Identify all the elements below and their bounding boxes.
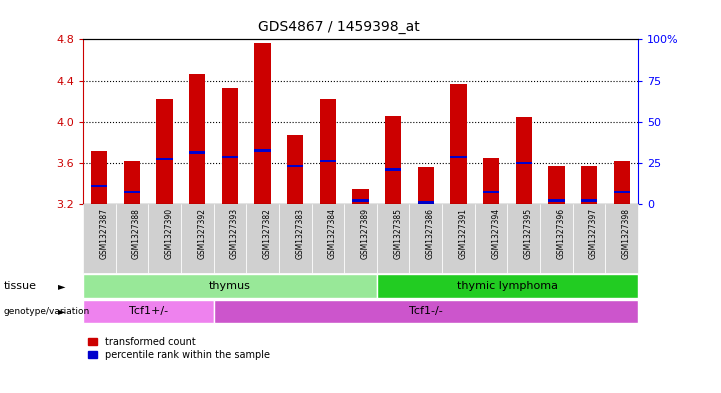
Legend: transformed count, percentile rank within the sample: transformed count, percentile rank withi…	[88, 337, 270, 360]
Bar	[614, 161, 630, 204]
Bar	[222, 88, 238, 204]
Text: thymic lymphoma: thymic lymphoma	[457, 281, 558, 291]
Bar	[255, 43, 270, 204]
FancyBboxPatch shape	[442, 204, 475, 273]
FancyBboxPatch shape	[377, 274, 638, 298]
Bar	[548, 199, 565, 202]
Text: GSM1327384: GSM1327384	[328, 208, 337, 259]
FancyBboxPatch shape	[115, 204, 149, 273]
Bar	[581, 199, 597, 202]
Bar	[483, 191, 500, 193]
FancyBboxPatch shape	[213, 300, 638, 323]
FancyBboxPatch shape	[606, 204, 638, 273]
Text: genotype/variation: genotype/variation	[4, 307, 90, 316]
Text: ►: ►	[58, 307, 65, 316]
Text: GSM1327396: GSM1327396	[557, 208, 565, 259]
Text: GSM1327393: GSM1327393	[230, 208, 239, 259]
Text: thymus: thymus	[209, 281, 251, 291]
FancyBboxPatch shape	[83, 274, 377, 298]
FancyBboxPatch shape	[410, 204, 442, 273]
Bar	[385, 116, 402, 204]
Bar	[516, 162, 532, 164]
Bar	[189, 74, 205, 204]
FancyBboxPatch shape	[279, 204, 311, 273]
FancyBboxPatch shape	[181, 204, 213, 273]
Text: GSM1327383: GSM1327383	[295, 208, 304, 259]
Bar	[91, 151, 107, 204]
Text: GSM1327386: GSM1327386	[426, 208, 435, 259]
Bar	[353, 189, 368, 204]
Text: GDS4867 / 1459398_at: GDS4867 / 1459398_at	[258, 20, 420, 34]
Bar	[255, 149, 270, 152]
FancyBboxPatch shape	[540, 204, 572, 273]
FancyBboxPatch shape	[508, 204, 540, 273]
Text: GSM1327395: GSM1327395	[523, 208, 533, 259]
Text: GSM1327392: GSM1327392	[198, 208, 206, 259]
Bar	[353, 199, 368, 202]
Bar	[417, 201, 434, 204]
Text: Tcf1-/-: Tcf1-/-	[409, 307, 443, 316]
FancyBboxPatch shape	[83, 300, 213, 323]
Bar	[156, 99, 173, 204]
Text: ►: ►	[58, 281, 65, 291]
Text: GSM1327389: GSM1327389	[360, 208, 369, 259]
Bar	[483, 158, 500, 204]
Bar	[581, 166, 597, 204]
FancyBboxPatch shape	[311, 204, 344, 273]
Bar	[451, 84, 466, 204]
Bar	[451, 156, 466, 158]
Text: GSM1327382: GSM1327382	[262, 208, 272, 259]
FancyBboxPatch shape	[149, 204, 181, 273]
FancyBboxPatch shape	[377, 204, 410, 273]
Bar	[385, 168, 402, 171]
Text: GSM1327390: GSM1327390	[164, 208, 174, 259]
Bar	[319, 99, 336, 204]
FancyBboxPatch shape	[344, 204, 377, 273]
Text: GSM1327397: GSM1327397	[589, 208, 598, 259]
Bar	[189, 151, 205, 154]
Bar	[287, 165, 304, 167]
Text: GSM1327394: GSM1327394	[491, 208, 500, 259]
FancyBboxPatch shape	[475, 204, 508, 273]
Bar	[614, 191, 630, 193]
Bar	[124, 191, 140, 193]
Text: GSM1327385: GSM1327385	[393, 208, 402, 259]
FancyBboxPatch shape	[213, 204, 246, 273]
Text: GSM1327387: GSM1327387	[99, 208, 108, 259]
Bar	[156, 158, 173, 160]
FancyBboxPatch shape	[83, 204, 115, 273]
Bar	[91, 184, 107, 187]
FancyBboxPatch shape	[246, 204, 279, 273]
Bar	[516, 117, 532, 204]
Text: tissue: tissue	[4, 281, 37, 291]
Text: GSM1327398: GSM1327398	[622, 208, 631, 259]
Bar	[319, 160, 336, 162]
Bar	[417, 167, 434, 204]
Bar	[287, 135, 304, 204]
Text: Tcf1+/-: Tcf1+/-	[128, 307, 168, 316]
Bar	[222, 156, 238, 158]
Text: GSM1327388: GSM1327388	[132, 208, 141, 259]
Bar	[548, 166, 565, 204]
Text: GSM1327391: GSM1327391	[459, 208, 467, 259]
Bar	[124, 161, 140, 204]
FancyBboxPatch shape	[572, 204, 606, 273]
